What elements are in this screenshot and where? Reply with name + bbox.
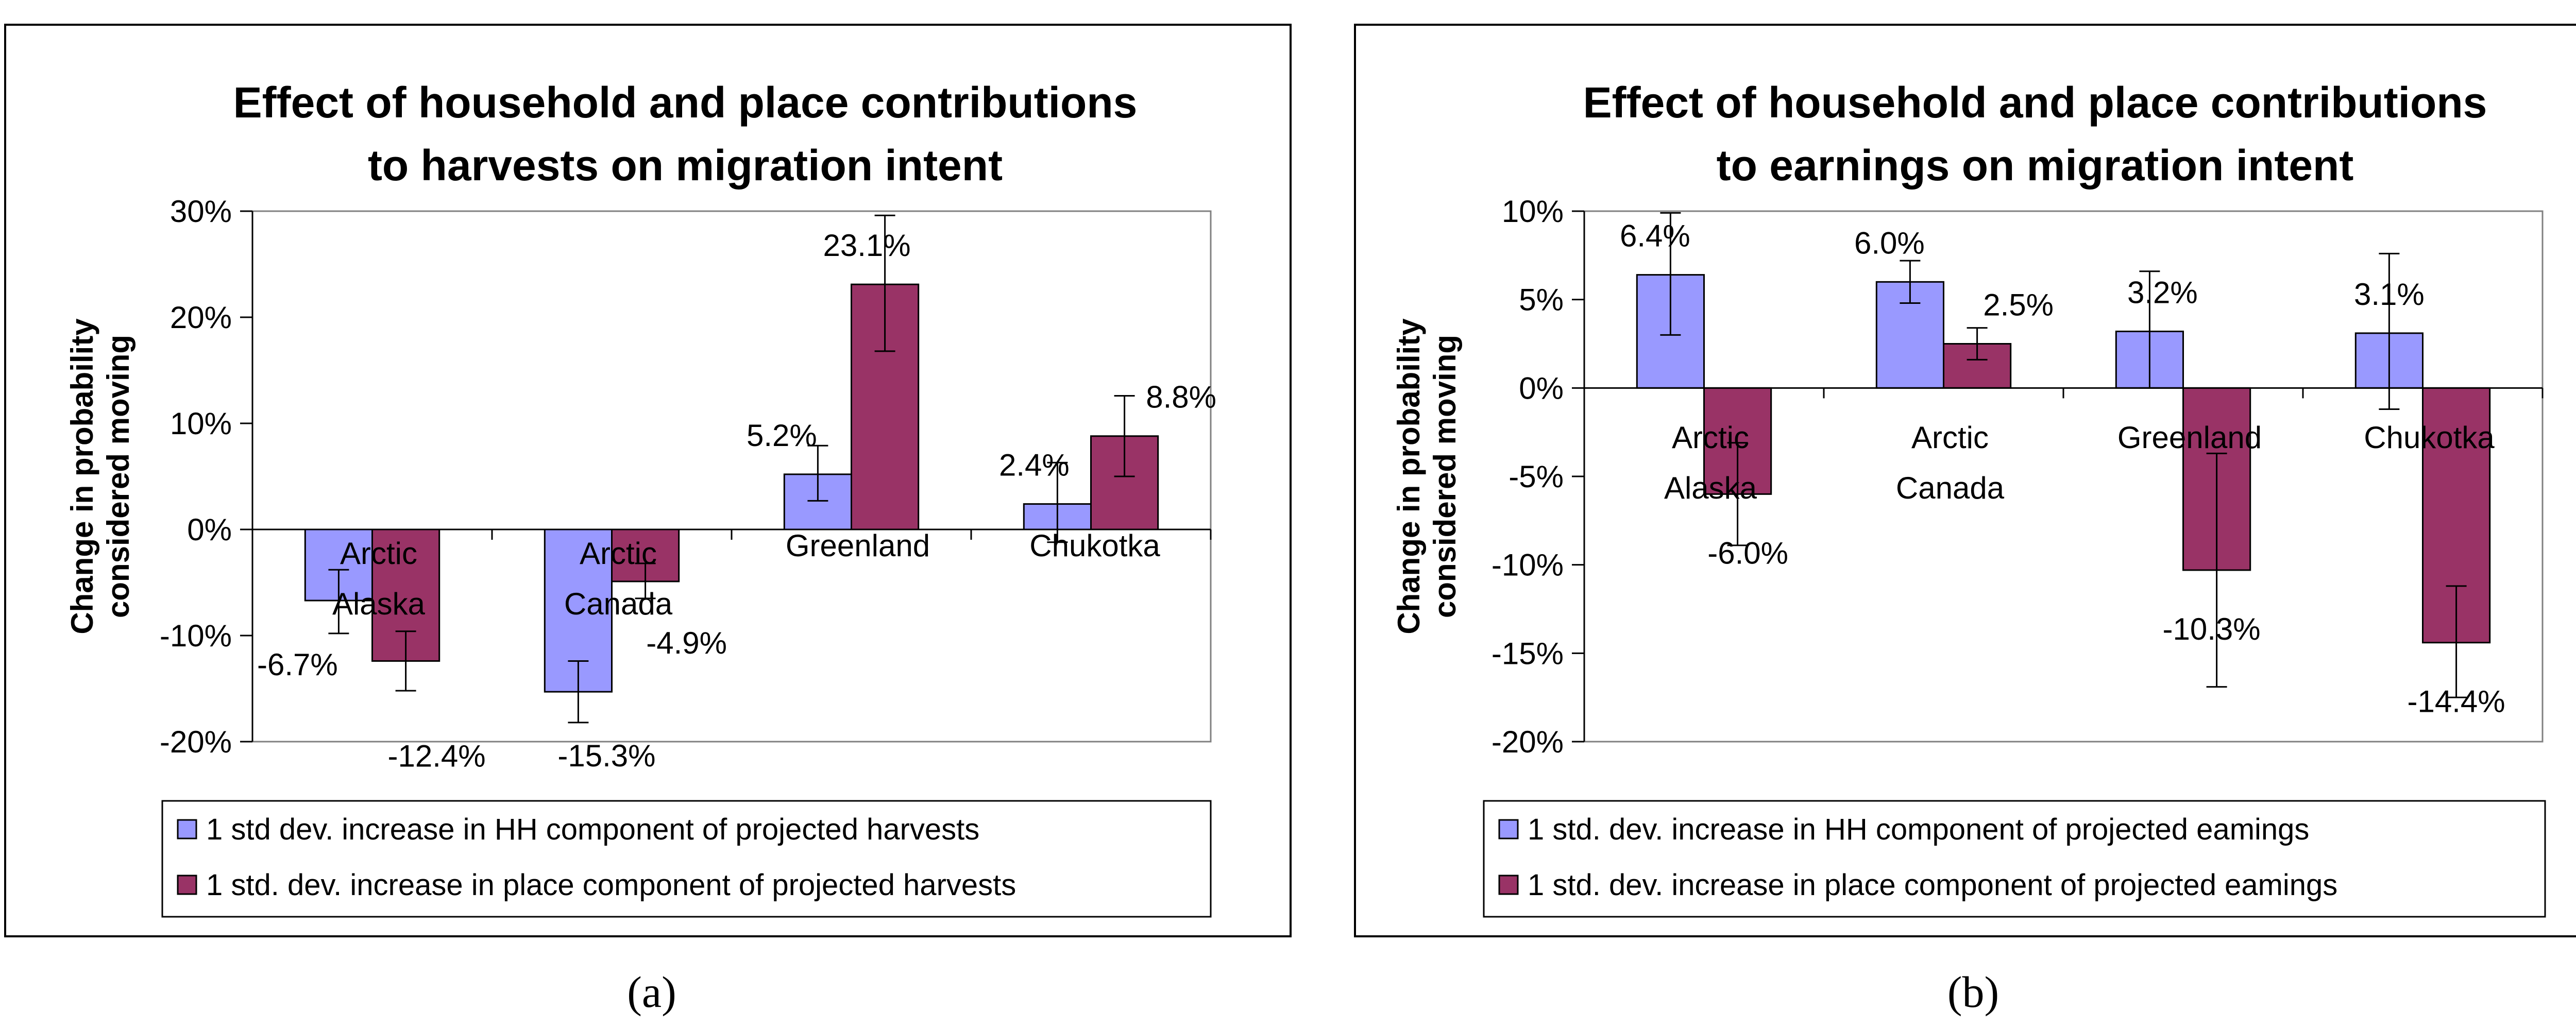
- category-labels-b: Arctic Alaska Arctic Canada Greenland Chukotk…: [1664, 420, 2495, 505]
- y-axis-a: -20% -10% 0% 10% 20% 30%: [160, 194, 253, 759]
- panel-label-a: (a): [627, 967, 676, 1017]
- data-label: 2.4%: [999, 448, 1070, 483]
- category-label: Canada: [564, 587, 673, 621]
- category-label: Arctic: [1672, 420, 1749, 455]
- data-label: 3.1%: [2354, 277, 2425, 312]
- data-label: 3.2%: [2127, 275, 2198, 310]
- category-label: Greenland: [786, 528, 930, 563]
- data-label: -10.3%: [2163, 612, 2261, 646]
- y-axis-label-b-line-2: considered moving: [1428, 335, 1462, 618]
- y-tick-label: -10%: [1492, 548, 1564, 582]
- data-label: -4.9%: [646, 626, 727, 660]
- panel-label-b: (b): [1947, 967, 1999, 1017]
- y-tick-label: -20%: [160, 725, 232, 759]
- y-tick-label: 10%: [170, 406, 232, 441]
- zero-axis-a: [251, 528, 1212, 540]
- chart-title-line-2: to harvests on migration intent: [368, 141, 1003, 190]
- chart-title-line-2: to earnings on migration intent: [1717, 141, 2354, 190]
- legend-label-b-place: 1 std. dev. increase in place component …: [1528, 868, 2337, 902]
- legend-box-a: [161, 800, 1212, 918]
- data-label: -15.3%: [557, 739, 655, 773]
- data-label: 6.0%: [1854, 226, 1925, 260]
- legend-swatch-b-place: [1498, 875, 1519, 895]
- data-label: -14.4%: [2408, 684, 2505, 719]
- y-tick-label: -10%: [160, 619, 232, 653]
- data-label: 6.4%: [1620, 219, 1690, 253]
- y-axis-label-b-line-1: Change in probability: [1392, 318, 1426, 635]
- category-label: Canada: [1896, 471, 2005, 505]
- chart-frame-a: [4, 24, 1292, 937]
- legend-a: 1 std dev. increase in HH component of p…: [161, 800, 1212, 918]
- data-label: -12.4%: [388, 739, 486, 773]
- y-tick-label: -20%: [1492, 725, 1564, 759]
- data-labels-b: 6.4% -6.0% 6.0% 2.5% 3.2% -10.3% 3.1% -14.4%: [1620, 219, 2505, 719]
- chart-panel-b: Effect of household and place contributi…: [1354, 24, 2576, 1017]
- y-tick-label: 10%: [1502, 194, 1564, 229]
- legend-swatch-b-hh: [1498, 819, 1519, 839]
- category-label: Arctic: [580, 536, 657, 571]
- y-tick-label: 20%: [170, 300, 232, 335]
- category-label: Arctic: [340, 536, 417, 571]
- data-label: -6.0%: [1707, 536, 1788, 570]
- category-label: Chukotka: [1029, 528, 1160, 563]
- chart-title-line-1: Effect of household and place contributi…: [233, 78, 1138, 127]
- category-label: Chukotka: [2364, 420, 2495, 455]
- data-label: 5.2%: [747, 418, 817, 453]
- category-label: Arctic: [1911, 420, 1989, 455]
- legend-label-a-hh: 1 std dev. increase in HH component of p…: [206, 813, 979, 846]
- y-tick-label: 0%: [1519, 371, 1564, 405]
- legend-label-a-place: 1 std. dev. increase in place component …: [206, 868, 1016, 902]
- category-labels-a: Arctic Alaska Arctic Canada Greenland Chukotk…: [332, 528, 1160, 621]
- chart-frame-b: [1354, 24, 2576, 937]
- y-tick-label: 5%: [1519, 283, 1564, 317]
- legend-label-b-hh: 1 std. dev. increase in HH component of …: [1528, 813, 2309, 846]
- category-label: Alaska: [1664, 471, 1757, 505]
- data-label: -6.7%: [257, 647, 338, 682]
- chart-panel-a: Effect of household and place contributi…: [4, 24, 1292, 1017]
- y-tick-label: 30%: [170, 194, 232, 229]
- legend-b: 1 std. dev. increase in HH component of …: [1483, 800, 2546, 918]
- category-label: Alaska: [332, 587, 426, 621]
- legend-swatch-a-hh: [177, 819, 197, 839]
- y-axis-label-a-line-1: Change in probability: [65, 318, 99, 635]
- data-label: 8.8%: [1146, 380, 1216, 415]
- zero-axis-b: [1583, 387, 2544, 399]
- data-label: 2.5%: [1983, 288, 2054, 322]
- y-tick-label: -5%: [1509, 459, 1564, 494]
- category-label: Greenland: [2117, 420, 2262, 455]
- y-axis-b: -20% -15% -10% -5% 0% 5% 10%: [1492, 194, 1585, 759]
- legend-swatch-a-place: [177, 875, 197, 895]
- y-tick-label: 0%: [187, 512, 232, 547]
- chart-title-line-1: Effect of household and place contributi…: [1583, 78, 2487, 127]
- y-tick-label: -15%: [1492, 636, 1564, 671]
- legend-box-b: [1483, 800, 2546, 918]
- y-axis-label-a-line-2: considered moving: [101, 335, 135, 618]
- data-labels-a: -6.7% -12.4% -15.3% -4.9% 5.2% 23.1% 2.4% 8.8%: [257, 228, 1216, 773]
- data-label: 23.1%: [823, 228, 911, 263]
